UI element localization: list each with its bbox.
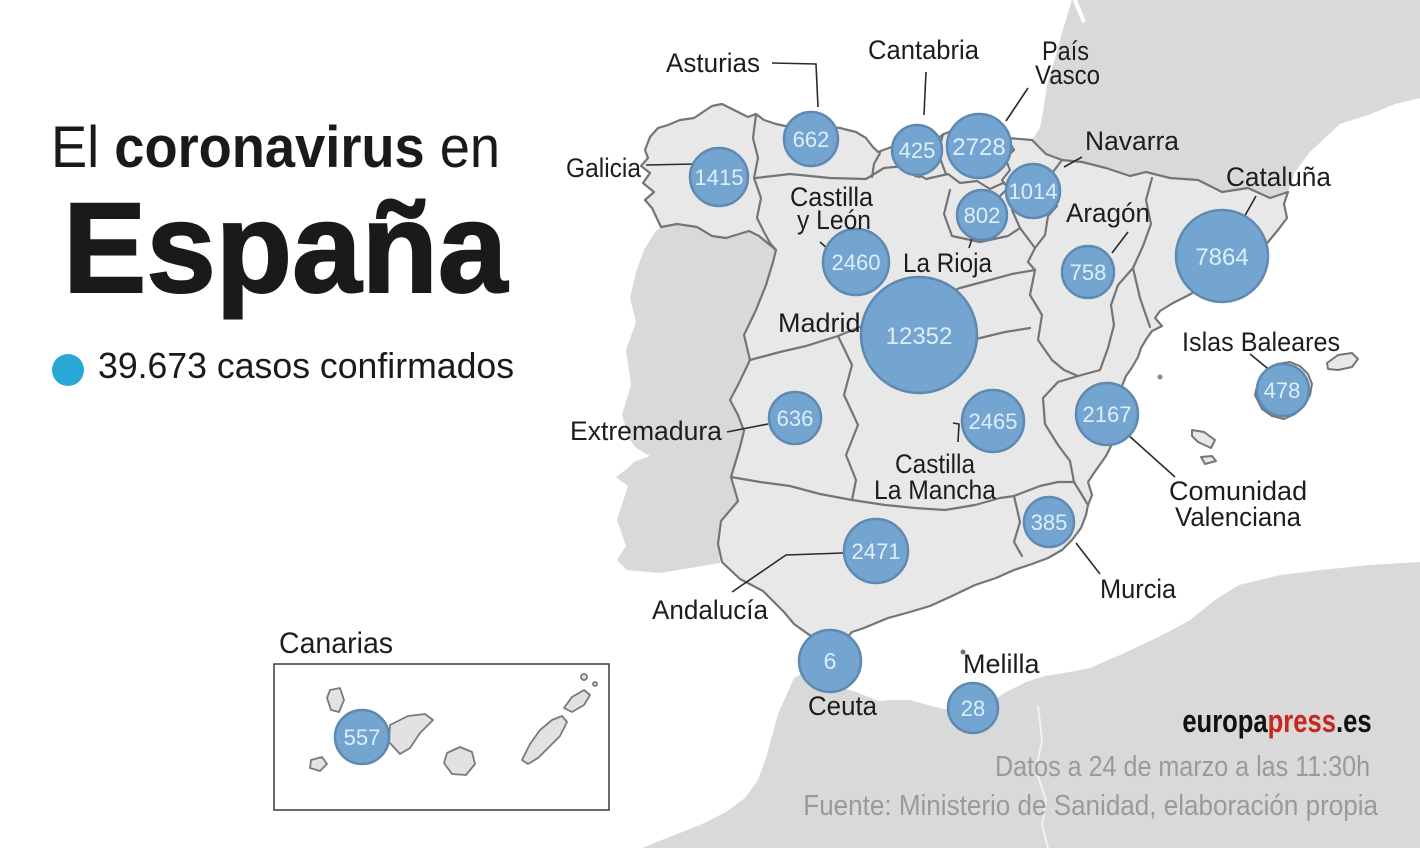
svg-text:758: 758: [1070, 260, 1107, 285]
svg-text:802: 802: [964, 203, 1001, 228]
svg-text:636: 636: [777, 406, 814, 431]
svg-text:2167: 2167: [1083, 402, 1132, 427]
svg-text:478: 478: [1264, 378, 1301, 403]
svg-text:2471: 2471: [852, 539, 901, 564]
svg-text:662: 662: [793, 127, 830, 152]
svg-text:6: 6: [824, 648, 837, 674]
svg-text:2460: 2460: [832, 250, 881, 275]
svg-text:12352: 12352: [886, 323, 953, 350]
svg-text:2465: 2465: [969, 409, 1018, 434]
svg-text:425: 425: [899, 138, 936, 163]
svg-text:7864: 7864: [1195, 244, 1248, 271]
svg-text:385: 385: [1031, 510, 1068, 535]
svg-text:557: 557: [344, 725, 381, 750]
svg-text:2728: 2728: [952, 134, 1005, 161]
svg-text:28: 28: [961, 696, 985, 721]
svg-text:1014: 1014: [1009, 179, 1058, 204]
svg-text:1415: 1415: [695, 165, 744, 190]
